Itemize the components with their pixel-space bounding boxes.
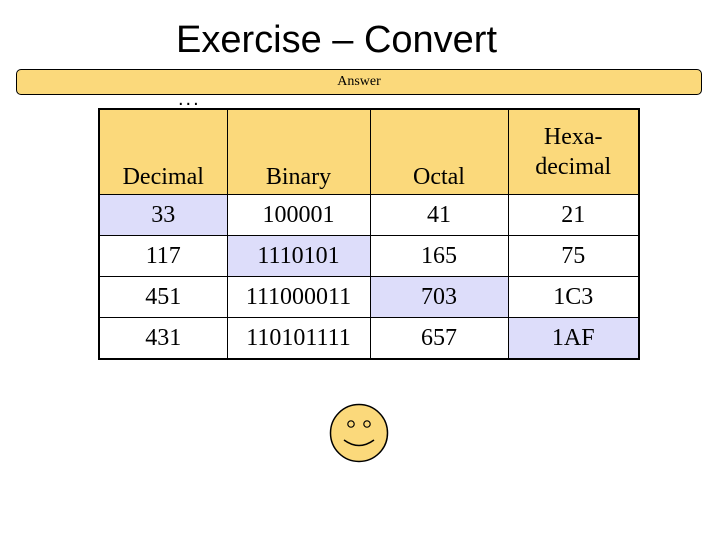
cell-octal: 165 bbox=[369, 235, 509, 277]
cell-hexadecimal: 21 bbox=[507, 194, 640, 236]
cell-decimal: 431 bbox=[98, 317, 228, 360]
table-row: 451 111000011 703 1C3 bbox=[98, 276, 640, 318]
cell-decimal: 451 bbox=[98, 276, 228, 318]
cell-decimal: 33 bbox=[98, 194, 228, 236]
cell-hexadecimal: 1AF bbox=[507, 317, 640, 360]
table-row: 33 100001 41 21 bbox=[98, 194, 640, 236]
conversion-table: Decimal Binary Octal Hexa-decimal 33 100… bbox=[98, 108, 640, 360]
slide-title: Exercise – Convert bbox=[176, 19, 498, 61]
cell-hexadecimal: 1C3 bbox=[507, 276, 640, 318]
smiley-right-eye bbox=[363, 420, 371, 428]
smiley-face bbox=[329, 403, 389, 463]
cell-binary: 110101111 bbox=[226, 317, 371, 360]
table-row: 117 1110101 165 75 bbox=[98, 235, 640, 277]
header-binary: Binary bbox=[226, 108, 371, 195]
answer-label: Answer bbox=[337, 74, 381, 89]
answer-bar[interactable]: Answer bbox=[16, 69, 702, 95]
cell-binary: 111000011 bbox=[226, 276, 371, 318]
smiley-left-eye bbox=[347, 420, 355, 428]
header-decimal: Decimal bbox=[98, 108, 228, 195]
cell-octal: 657 bbox=[369, 317, 509, 360]
cell-octal: 703 bbox=[369, 276, 509, 318]
cell-decimal: 117 bbox=[98, 235, 228, 277]
header-hexadecimal: Hexa-decimal bbox=[507, 108, 640, 195]
table-row: 431 110101111 657 1AF bbox=[98, 317, 640, 360]
cell-binary: 100001 bbox=[226, 194, 371, 236]
smiley-face-icon bbox=[329, 403, 389, 463]
header-row: Decimal Binary Octal Hexa-decimal bbox=[98, 108, 640, 195]
cell-binary: 1110101 bbox=[226, 235, 371, 277]
cell-octal: 41 bbox=[369, 194, 509, 236]
smiley-mouth bbox=[343, 439, 375, 447]
header-octal: Octal bbox=[369, 108, 509, 195]
header-hexadecimal-label: Hexa-decimal bbox=[535, 124, 612, 180]
cell-hexadecimal: 75 bbox=[507, 235, 640, 277]
